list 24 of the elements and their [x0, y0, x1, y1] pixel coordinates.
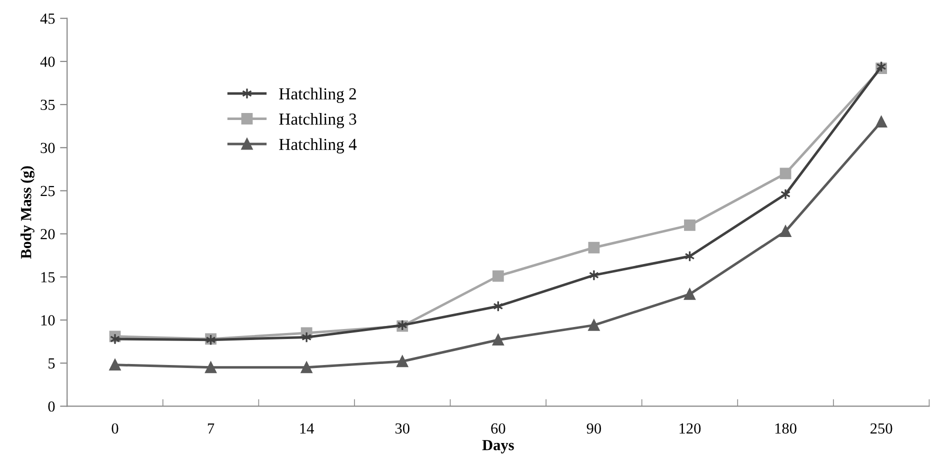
- x-tick-label: 30: [395, 423, 410, 434]
- y-tick-label: 5: [48, 358, 55, 369]
- y-tick-label: 40: [40, 56, 55, 67]
- y-tick-label: 20: [40, 228, 55, 240]
- y-tick-label: 25: [40, 186, 55, 196]
- y-axis-title: Body Mass (g): [20, 166, 34, 259]
- y-tick-label: 15: [41, 272, 55, 282]
- x-tick-label: 60: [491, 423, 506, 434]
- legend-label: Hatchling 2: [279, 88, 356, 103]
- x-tick-label: 0: [112, 423, 118, 434]
- x-tick-label: 7: [208, 423, 214, 434]
- y-tick-label: 35: [40, 100, 55, 110]
- x-tick-label: 120: [680, 423, 701, 434]
- x-tick-label: 180: [775, 423, 796, 434]
- legend-label: Hatchling 3: [279, 113, 356, 128]
- legend-label: Hatchling 4: [279, 138, 357, 154]
- x-tick-label: 250: [870, 423, 892, 434]
- x-axis-title: Days: [482, 440, 514, 454]
- x-tick-label: 90: [586, 423, 601, 434]
- y-tick-label: 30: [40, 142, 55, 154]
- x-tick-label: 14: [300, 423, 314, 434]
- y-tick-label: 45: [40, 14, 55, 24]
- y-tick-label: 0: [48, 401, 55, 412]
- y-tick-label: 10: [41, 315, 55, 326]
